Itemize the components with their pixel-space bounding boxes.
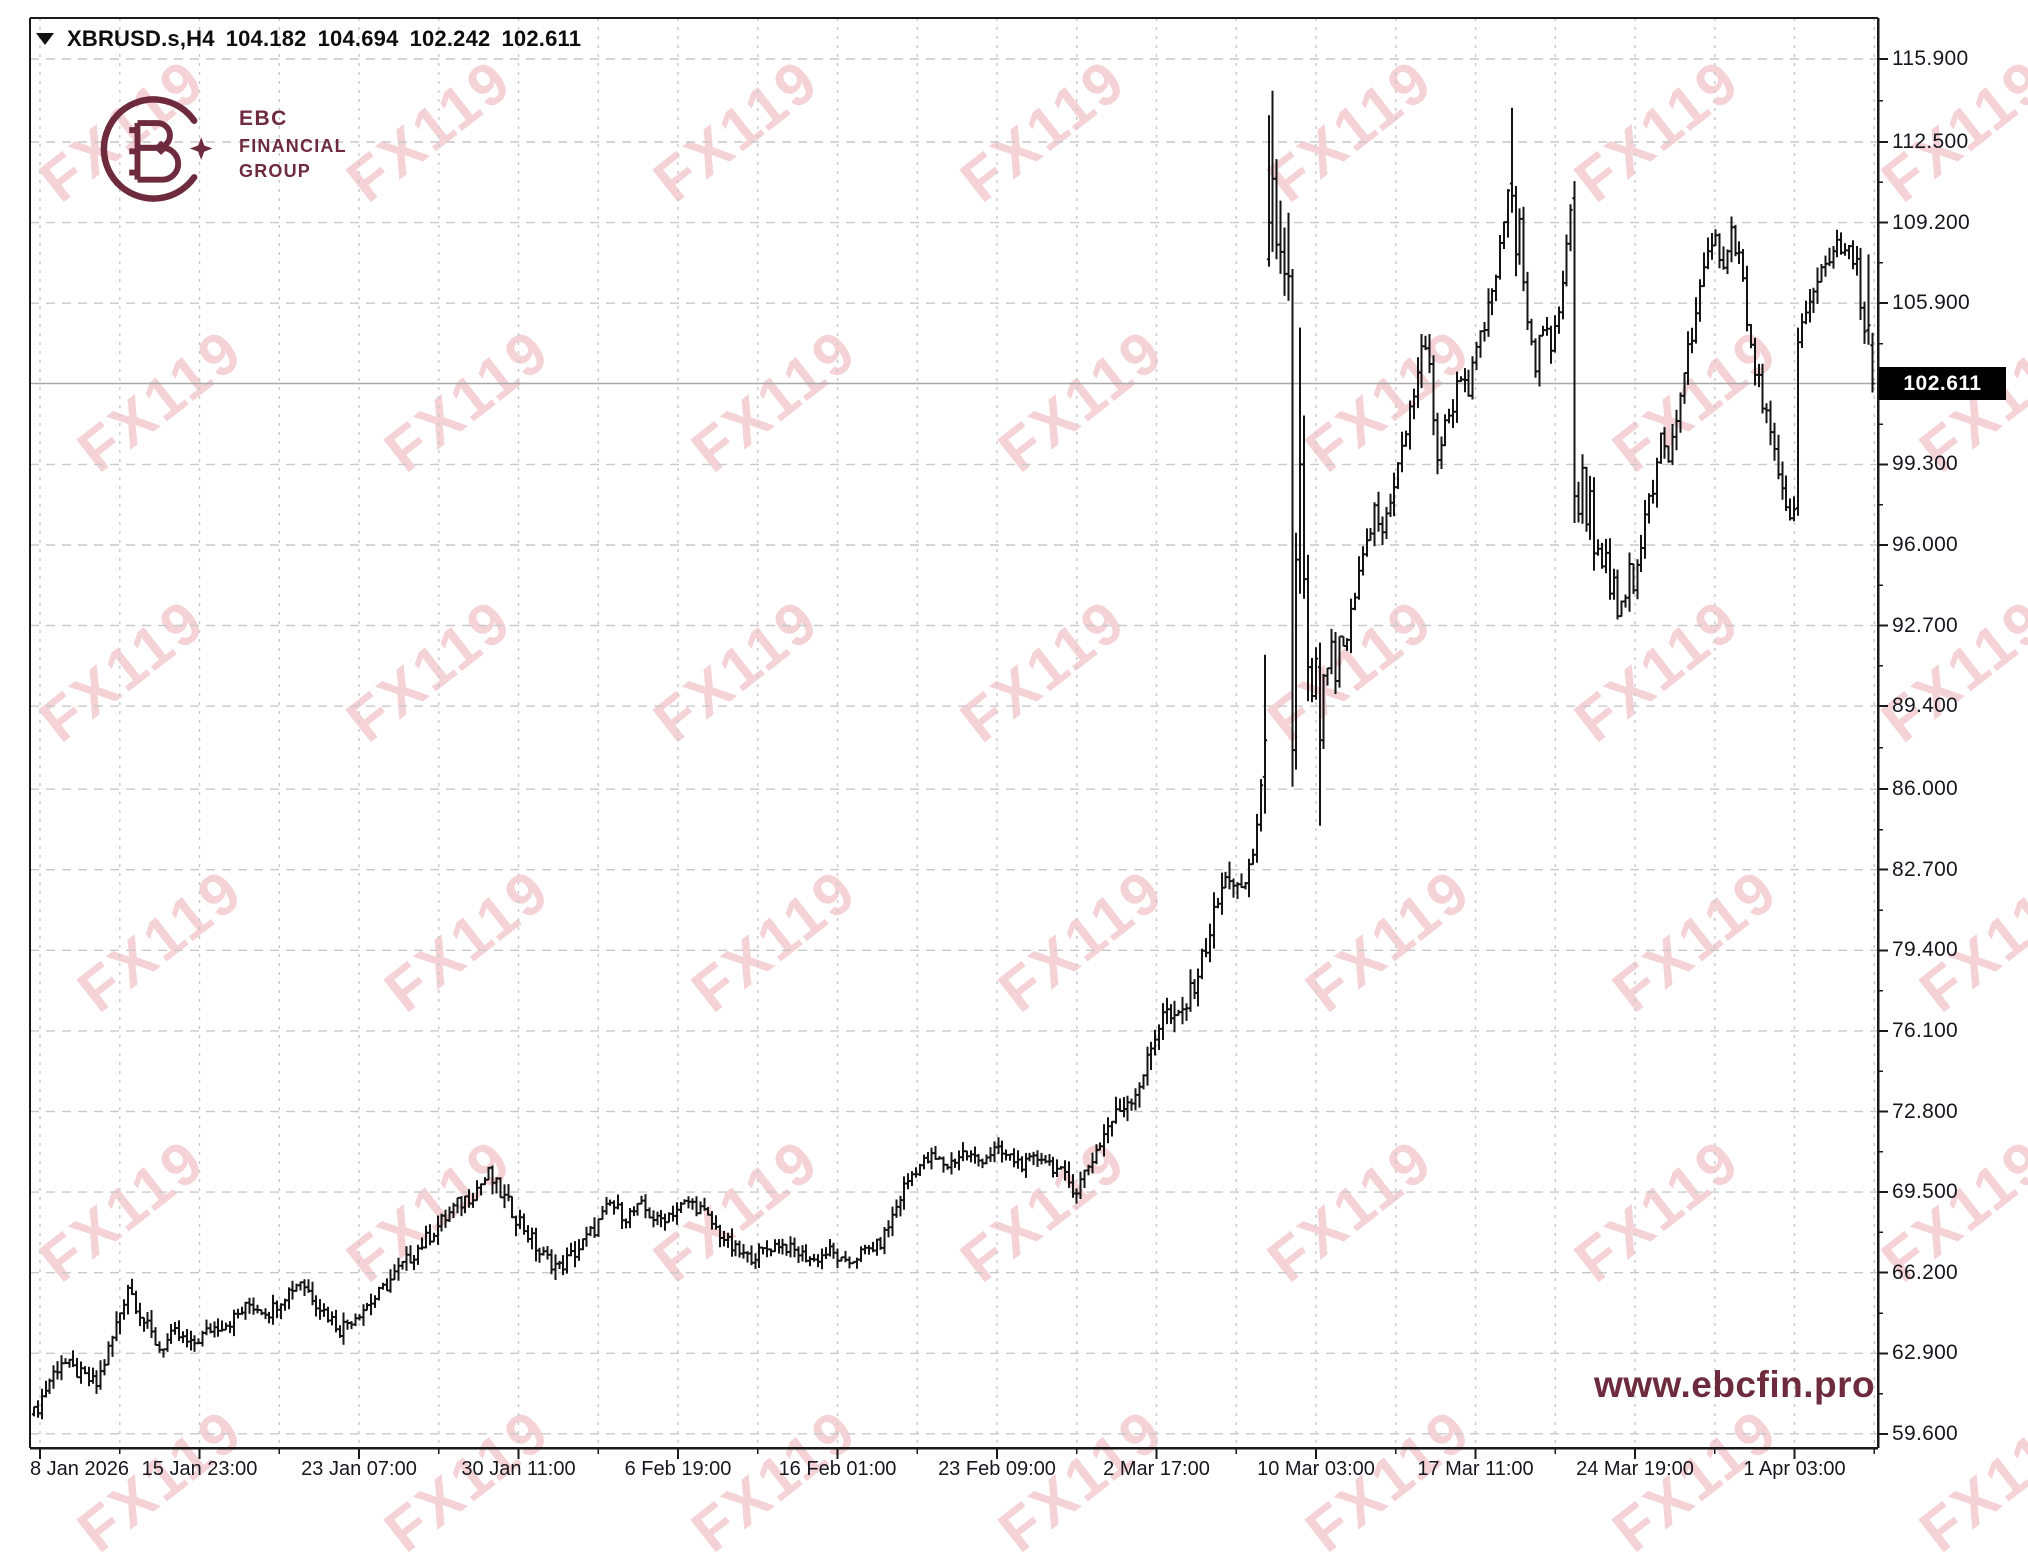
price-tick-label: 72.800: [1892, 1099, 1959, 1123]
symbol-period-label: XBRUSD.s,H4: [67, 26, 215, 51]
triangle-down-icon[interactable]: [36, 33, 54, 45]
brand-line2: FINANCIAL: [239, 136, 347, 156]
ohlc-bar-series: [31, 90, 1875, 1420]
date-tick-label: 23 Jan 07:00: [301, 1458, 417, 1480]
price-tick-label: 62.900: [1892, 1341, 1959, 1365]
open-value: 104.182: [225, 26, 307, 51]
date-tick-label: 24 Mar 19:00: [1576, 1458, 1694, 1480]
date-tick-label: 6 Feb 19:00: [624, 1458, 732, 1480]
price-tick-label: 76.100: [1892, 1018, 1959, 1042]
date-tick-label: 30 Jan 11:00: [461, 1458, 576, 1480]
grid-lines: [30, 18, 1878, 1448]
current-price-value: 102.611: [1903, 371, 1982, 395]
price-tick-label: 92.700: [1892, 613, 1959, 637]
date-tick-label: 10 Mar 03:00: [1257, 1458, 1375, 1480]
price-tick-label: 59.600: [1892, 1421, 1959, 1445]
ebc-logo: EBC FINANCIAL GROUP: [95, 90, 347, 208]
date-tick-label: 8 Jan 2026: [30, 1458, 129, 1480]
low-value: 102.242: [409, 26, 491, 51]
price-chart-canvas[interactable]: [0, 0, 2028, 1514]
high-value: 104.694: [317, 26, 399, 51]
price-tick-label: 69.500: [1892, 1180, 1959, 1204]
price-tick-label: 82.700: [1892, 857, 1959, 881]
price-tick-label: 109.200: [1892, 210, 1971, 234]
date-tick-label: 23 Feb 09:00: [938, 1458, 1056, 1480]
price-tick-label: 105.900: [1892, 291, 1971, 315]
price-tick-label: 79.400: [1892, 938, 1959, 962]
date-tick-label: 15 Jan 23:00: [141, 1458, 258, 1480]
date-tick-label: 2 Mar 17:00: [1103, 1458, 1210, 1480]
price-tick-label: 86.000: [1892, 777, 1959, 801]
price-tick-label: 89.400: [1892, 694, 1959, 718]
sparkle-icon: [189, 137, 213, 160]
axes: [29, 17, 1888, 1459]
price-tick-label: 66.200: [1892, 1260, 1959, 1284]
price-tick-label: 99.300: [1892, 452, 1959, 476]
ebc-logo-mark-icon: [100, 96, 213, 202]
date-tick-label: 1 Apr 03:00: [1743, 1458, 1846, 1480]
price-tick-label: 96.000: [1892, 533, 1959, 556]
ohlc-bars: [31, 90, 1875, 1420]
date-tick-label: 17 Mar 11:00: [1417, 1458, 1534, 1480]
price-tick-label: 115.900: [1892, 47, 1969, 70]
symbol-info-bar: XBRUSD.s,H4 104.182 104.694 102.242 102.…: [36, 26, 581, 52]
current-price-badge: 102.611: [1879, 367, 2006, 400]
close-value: 102.611: [501, 26, 582, 51]
website-url: www.ebcfin.pro: [1594, 1364, 1876, 1405]
date-tick-label: 16 Feb 01:00: [778, 1458, 897, 1480]
brand-line1: EBC: [239, 107, 288, 130]
brand-line3: GROUP: [239, 161, 312, 181]
price-tick-label: 112.500: [1892, 130, 1969, 153]
